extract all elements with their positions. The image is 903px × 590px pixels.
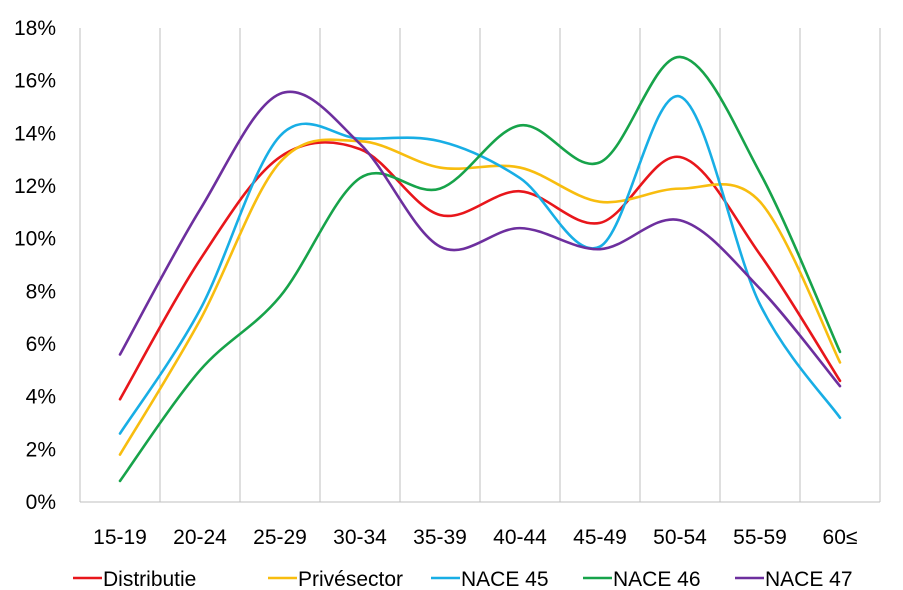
y-tick-label: 2% [26,438,56,461]
series-line-1 [118,141,842,401]
x-tick-label: 50-54 [653,526,707,549]
grid-lines [79,28,881,502]
y-tick-label: 8% [26,280,56,303]
legend-label: NACE 47 [765,568,853,590]
y-tick-label: 10% [14,228,56,251]
y-tick-label: 0% [26,491,56,514]
x-tick-label: 15-19 [93,526,147,549]
y-tick-label: 14% [14,122,56,145]
x-tick-label: 20-24 [173,526,227,549]
x-tick-label: 40-44 [493,526,547,549]
series-line-5 [118,90,842,388]
y-tick-label: 6% [26,333,56,356]
x-tick-label: 45-49 [573,526,627,549]
legend-label: Privésector [298,568,403,590]
legend-label: Distributie [103,568,196,590]
series-line-3 [118,95,842,435]
legend: Distributie Privésector NACE 45 NACE 46 NACE… [73,568,853,590]
y-tick-label: 4% [26,386,56,409]
series-line-4 [118,55,842,483]
legend-label: NACE 46 [613,568,701,590]
x-tick-label: 25-29 [253,526,307,549]
x-tick-labels: 15-19 20-24 25-29 30-34 35-39 40-44 45-49 50-54… [93,526,857,549]
y-tick-label: 12% [14,175,56,198]
x-tick-label: 30-34 [333,526,387,549]
x-tick-label: 55-59 [733,526,787,549]
legend-label: NACE 45 [461,568,549,590]
y-tick-label: 18% [14,17,56,40]
y-tick-label: 16% [14,70,56,93]
x-tick-label: 35-39 [413,526,467,549]
series-lines [118,55,842,483]
x-tick-label: 60≤ [823,526,858,549]
y-tick-labels: 0% 2% 4% 6% 8% 10% 12% 14% 16% 18% [14,17,56,514]
